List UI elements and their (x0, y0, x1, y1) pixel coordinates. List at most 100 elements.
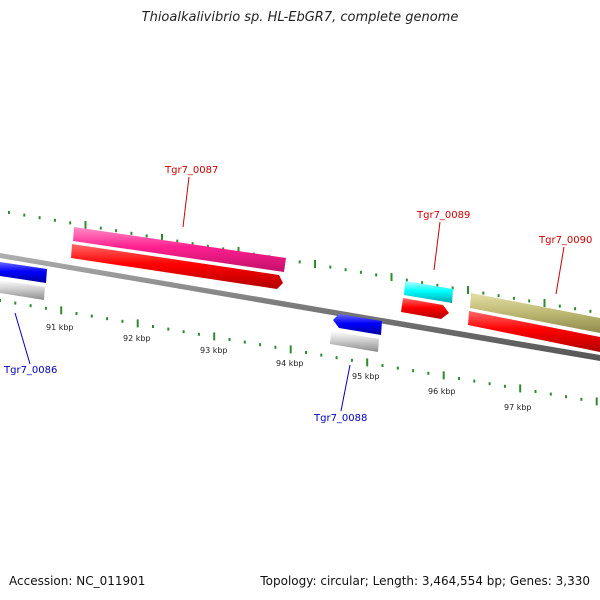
gene-arrow-tgr7-0088[interactable] (333, 314, 382, 335)
inner-tick (228, 338, 231, 341)
gene-tgr7-0086[interactable]: Tgr7_0086 (0, 262, 57, 376)
inner-tick (60, 306, 63, 315)
outer-tick-marks (8, 211, 592, 313)
outer-tick (589, 309, 592, 313)
outer-tick (344, 268, 347, 272)
inner-tick (152, 325, 154, 328)
gene-box-tgr7-0090 (470, 293, 600, 333)
kbp-label-93: 93 kbp (200, 346, 228, 355)
gene-tgr7-0088[interactable]: Tgr7_0088 (313, 314, 382, 424)
outer-tick (543, 299, 546, 307)
outer-tick (161, 234, 163, 242)
kbp-label-96: 96 kbp (428, 387, 456, 396)
inner-tick (335, 356, 338, 360)
inner-tick (381, 364, 384, 367)
inner-tick (0, 299, 1, 302)
inner-tick (289, 345, 292, 354)
map-title: Thioalkalivibrio sp. HL-EbGR7, complete … (141, 10, 459, 25)
inner-tick (14, 301, 17, 305)
inner-tick (305, 351, 307, 354)
outer-tick (145, 234, 148, 238)
inner-tick (243, 340, 246, 344)
inner-tick (396, 366, 399, 370)
outer-tick (558, 304, 561, 308)
genome-backbone (0, 253, 600, 361)
outer-tick (99, 226, 102, 230)
inner-tick (458, 377, 460, 380)
outer-tick (574, 307, 577, 311)
outer-tick (206, 244, 209, 248)
outer-tick (53, 218, 56, 222)
outer-tick (497, 294, 500, 298)
gene-arrow-tgr7-0089[interactable] (401, 298, 449, 319)
gene-tgr7-0090[interactable]: Tgr7_0090 (468, 235, 600, 352)
outer-tick (38, 216, 41, 220)
outer-tick (314, 260, 316, 268)
kbp-label-94: 94 kbp (276, 359, 304, 368)
inner-tick (519, 384, 522, 393)
inner-tick (427, 371, 430, 375)
gene-label-tgr7-0088[interactable]: Tgr7_0088 (313, 413, 367, 424)
inner-tick (90, 314, 93, 318)
inner-tick (412, 369, 415, 373)
outer-tick (467, 286, 469, 294)
inner-tick (595, 397, 598, 406)
kbp-label-92: 92 kbp (123, 334, 151, 343)
inner-tick (213, 332, 216, 341)
outer-tick (359, 270, 362, 274)
inner-tick (121, 319, 124, 323)
gene-label-tgr7-0090[interactable]: Tgr7_0090 (538, 235, 592, 246)
gene-box-tgr7-0088 (330, 331, 379, 352)
inner-tick (565, 395, 568, 399)
gene-label-tgr7-0087[interactable]: Tgr7_0087 (164, 165, 218, 176)
outer-tick (512, 296, 515, 300)
inner-tick (136, 319, 139, 328)
inner-tick (366, 358, 369, 367)
inner-tick (442, 371, 445, 380)
gene-tgr7-0087[interactable]: Tgr7_0087 (71, 165, 286, 289)
inner-tick-marks (0, 299, 598, 406)
gene-box-tgr7-0086 (0, 280, 45, 300)
outer-tick (436, 283, 439, 287)
outer-tick (237, 247, 240, 255)
inner-tick (274, 345, 277, 349)
outer-tick (421, 281, 424, 285)
accession-text: Accession: NC_011901 (9, 574, 146, 588)
outer-tick (84, 221, 87, 229)
label-line-tgr7-0090 (555, 246, 565, 295)
gene-tgr7-0089[interactable]: Tgr7_0089 (401, 210, 470, 319)
label-line-tgr7-0089 (433, 221, 441, 271)
inner-tick (29, 304, 32, 308)
inner-tick (350, 358, 353, 362)
inner-tick (320, 353, 323, 357)
inner-tick (259, 343, 262, 347)
outer-tick (375, 273, 378, 277)
gene-arrow-tgr7-0087[interactable] (71, 244, 283, 289)
outer-tick (390, 273, 393, 281)
outer-tick (69, 221, 72, 225)
inner-tick (534, 390, 537, 393)
outer-tick (405, 278, 408, 282)
inner-tick (106, 317, 109, 321)
outer-tick (329, 265, 332, 269)
inner-tick (503, 384, 506, 388)
inner-tick (473, 379, 476, 383)
kbp-label-97: 97 kbp (504, 403, 532, 412)
inner-tick (488, 382, 491, 386)
gene-label-tgr7-0089[interactable]: Tgr7_0089 (416, 210, 470, 221)
gene-arrow-tgr7-0086[interactable] (0, 262, 47, 283)
label-line-tgr7-0087 (182, 176, 190, 228)
outer-tick (298, 260, 301, 264)
inner-tick (580, 397, 583, 401)
gene-arrow-tgr7-0090[interactable] (468, 311, 600, 352)
inner-tick (167, 327, 170, 331)
outer-tick (482, 291, 485, 295)
outer-tick (130, 231, 133, 235)
gene-label-tgr7-0086[interactable]: Tgr7_0086 (3, 365, 57, 376)
outer-tick (176, 239, 179, 243)
inner-tick (75, 312, 78, 315)
kbp-label-91: 91 kbp (46, 323, 74, 332)
inner-tick (197, 332, 200, 336)
inner-tick (182, 330, 185, 334)
